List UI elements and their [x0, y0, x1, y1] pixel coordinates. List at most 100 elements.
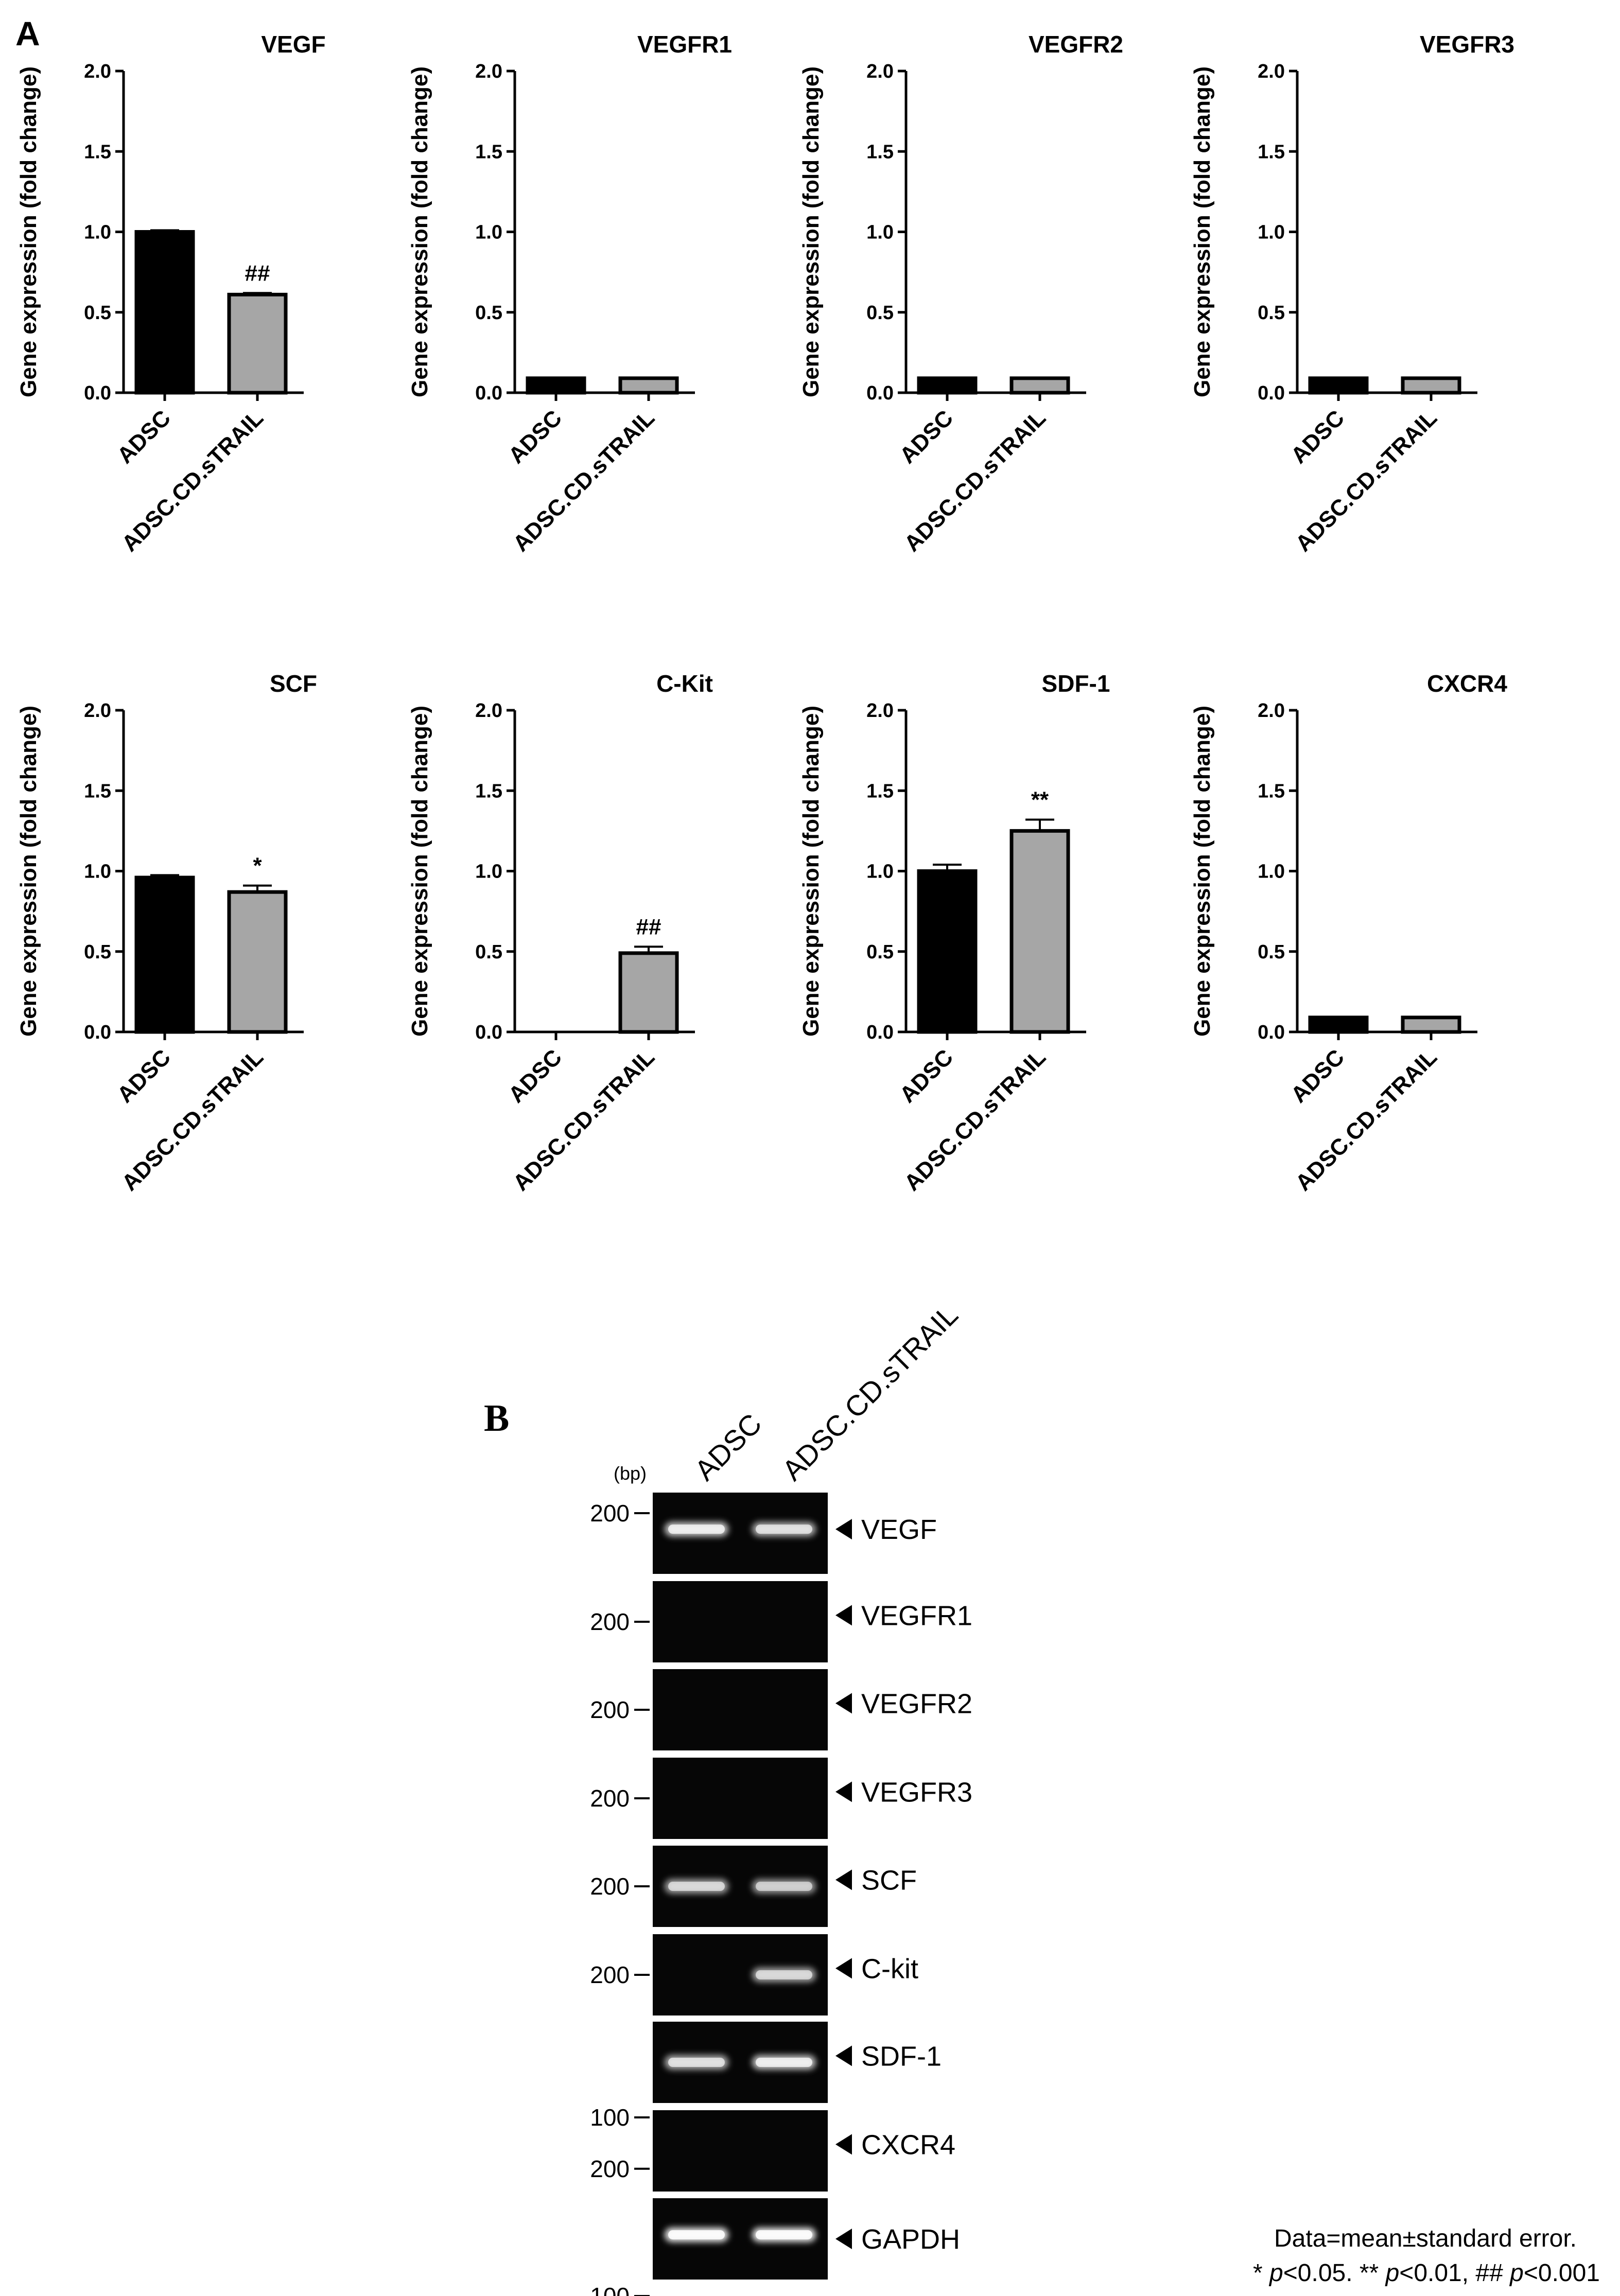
x-category-label: ADSC	[1286, 405, 1349, 468]
gel-gene-label: GAPDH	[861, 2224, 960, 2255]
chart-title: SCF	[270, 670, 317, 697]
y-axis-label: Gene expression (fold change)	[1190, 66, 1215, 397]
y-tick-label: 1.0	[866, 222, 894, 243]
gel-row-sdf-1: 100 SDF-1	[590, 2022, 942, 2131]
footnote-part: <0.01, ##	[1399, 2259, 1510, 2287]
bar-adsc-cd-strail	[1401, 376, 1461, 395]
y-axis-label: Gene expression (fold change)	[798, 66, 824, 397]
gel-band-core	[668, 2230, 725, 2240]
gel-gene-label: SDF-1	[861, 2041, 942, 2072]
y-tick-label: 0.0	[84, 382, 111, 404]
y-tick-label: 2.0	[84, 61, 111, 82]
footnote-part: <0.001	[1524, 2259, 1600, 2287]
bar-adsc-cd-strail	[1009, 829, 1070, 1034]
y-tick-label: 0.0	[84, 1022, 111, 1043]
chart-title: CXCR4	[1427, 670, 1507, 697]
gel-strip	[653, 1581, 828, 1662]
gel-size-marker: 200	[590, 2155, 630, 2182]
gel-gene-label: VEGFR1	[861, 1600, 972, 1631]
footnote-line1: Data=mean±standard error.	[1274, 2225, 1577, 2252]
gel-row-gapdh: 100 GAPDH	[590, 2198, 960, 2296]
y-tick-label: 2.0	[475, 700, 502, 722]
x-category-label: ADSC	[112, 405, 176, 468]
y-tick-label: 1.5	[84, 141, 111, 163]
x-category-label: ADSC	[503, 405, 567, 468]
y-tick-label: 2.0	[475, 61, 502, 82]
arrow-icon	[835, 2134, 852, 2155]
footnote-part: p	[1268, 2259, 1283, 2287]
gel-size-marker: 200	[590, 1696, 630, 1723]
panel-b-label: B	[484, 1397, 509, 1440]
significance-mark: ##	[245, 260, 270, 286]
gel-size-marker: 200	[590, 1608, 630, 1635]
gel-size-marker: 200	[590, 1500, 630, 1527]
y-tick-label: 2.0	[84, 700, 111, 722]
y-axis-label: Gene expression (fold change)	[407, 66, 432, 397]
chart-cxcr4: CXCR4 Gene expression (fold change) 0.0 0.5…	[1190, 670, 1507, 1196]
footnote-part: p	[1509, 2259, 1524, 2287]
gel-size-marker: 100	[590, 2104, 630, 2131]
y-tick-label: 0.0	[866, 382, 894, 404]
arrow-icon	[835, 2045, 852, 2066]
footnote-part: <0.05. **	[1283, 2259, 1386, 2287]
gel-gene-label: VEGF	[861, 1514, 937, 1545]
panel-a-label: A	[15, 14, 40, 52]
bar-adsc	[134, 230, 195, 395]
x-category-label: ADSC	[895, 1044, 958, 1108]
y-tick-label: 0.0	[475, 382, 502, 404]
gel-gene-label: C-kit	[861, 1953, 918, 1984]
y-tick-label: 0.0	[866, 1022, 894, 1043]
y-tick-label: 0.5	[866, 302, 894, 324]
y-tick-label: 0.0	[1258, 382, 1285, 404]
arrow-icon	[835, 2229, 852, 2249]
y-tick-label: 0.5	[1258, 941, 1285, 963]
gel-lane-label: ADSC.CD.sTRAIL	[776, 1299, 964, 1487]
y-axis-label: Gene expression (fold change)	[798, 706, 824, 1037]
y-tick-label: 1.5	[475, 780, 502, 802]
chart-title: VEGFR1	[637, 31, 732, 58]
arrow-icon	[835, 1693, 852, 1714]
y-axis-label: Gene expression (fold change)	[16, 706, 41, 1037]
bar-adsc	[526, 376, 586, 395]
y-tick-label: 1.0	[84, 222, 111, 243]
bar-adsc	[1308, 1015, 1369, 1034]
y-tick-label: 0.5	[475, 941, 502, 963]
significance-mark: ##	[636, 914, 661, 939]
y-tick-label: 2.0	[1258, 700, 1285, 722]
gel-band-core	[756, 1970, 812, 1979]
gel-row-vegf: 200 VEGF	[590, 1493, 937, 1574]
bar-adsc-cd-strail	[227, 292, 288, 395]
chart-vegfr1: VEGFR1 Gene expression (fold change) 0.0 0.…	[407, 31, 732, 556]
gel-gene-label: VEGFR3	[861, 1777, 972, 1808]
chart-title: C-Kit	[656, 670, 713, 697]
y-tick-label: 2.0	[1258, 61, 1285, 82]
significance-mark: **	[1031, 787, 1049, 813]
gel-band-core	[668, 2058, 725, 2067]
y-tick-label: 1.5	[84, 780, 111, 802]
gel-strip	[653, 1758, 828, 1839]
chart-vegfr3: VEGFR3 Gene expression (fold change) 0.0 0.…	[1190, 31, 1514, 556]
chart-title: SDF-1	[1042, 670, 1110, 697]
y-tick-label: 1.0	[475, 861, 502, 883]
y-tick-label: 0.5	[84, 941, 111, 963]
y-tick-label: 0.0	[475, 1022, 502, 1043]
footnote-line2: * p<0.05. ** p<0.01, ## p<0.001	[1253, 2259, 1600, 2287]
bar-adsc	[917, 869, 978, 1034]
y-axis-label: Gene expression (fold change)	[1190, 706, 1215, 1037]
gel-row-vegfr2: 200 VEGFR2	[590, 1669, 972, 1750]
x-category-label: ADSC	[503, 1044, 567, 1108]
x-category-label: ADSC	[895, 405, 958, 468]
y-tick-label: 1.5	[475, 141, 502, 163]
y-tick-label: 2.0	[866, 700, 894, 722]
gel-band-core	[756, 2058, 812, 2067]
x-category-label: ADSC	[112, 1044, 176, 1108]
bar-charts: VEGF Gene expression (fold change) 0.0 0.5 1…	[16, 31, 1514, 1196]
chart-vegfr2: VEGFR2 Gene expression (fold change) 0.0 0.…	[798, 31, 1123, 556]
y-tick-label: 1.0	[475, 222, 502, 243]
gel-row-vegfr1: 200 VEGFR1	[590, 1581, 972, 1662]
y-tick-label: 0.5	[1258, 302, 1285, 324]
y-tick-label: 0.0	[1258, 1022, 1285, 1043]
chart-title: VEGFR3	[1420, 31, 1514, 58]
arrow-icon	[835, 1519, 852, 1540]
